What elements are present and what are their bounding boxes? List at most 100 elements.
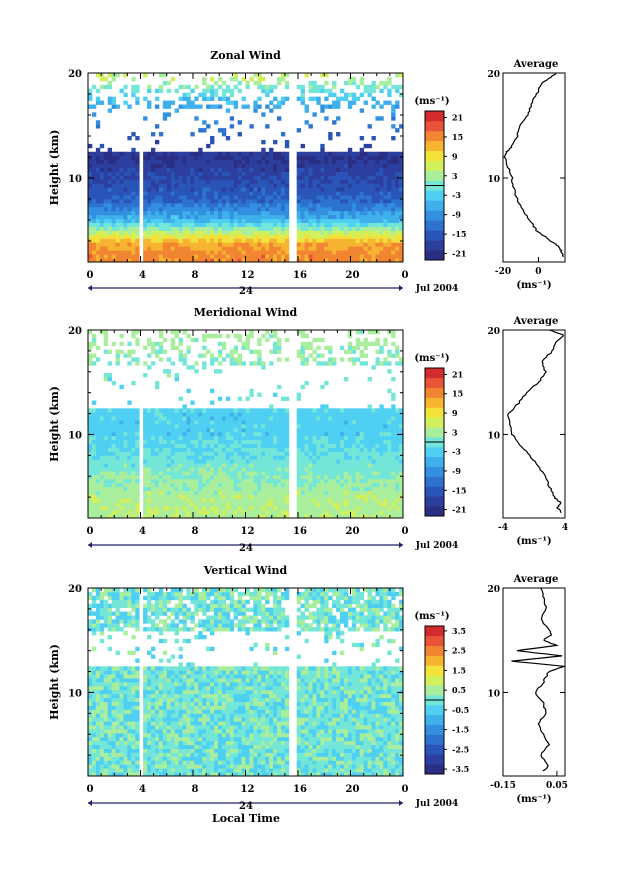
heatmap-cell (277, 357, 282, 362)
heatmap-cell (300, 443, 305, 448)
heatmap-cell (296, 163, 302, 168)
heatmap-cell (143, 238, 148, 243)
heatmap-cell (154, 486, 160, 491)
heatmap-cell (280, 408, 286, 413)
heatmap-cell (170, 431, 176, 437)
heatmap-cell (253, 206, 258, 212)
heatmap-cell (210, 199, 215, 204)
heatmap-cell (280, 459, 286, 464)
heatmap-cell (217, 431, 223, 437)
heatmap-cell (182, 191, 187, 196)
heatmap-cell (91, 222, 97, 227)
heatmap-cell (371, 474, 376, 480)
heatmap-cell (202, 510, 207, 515)
heatmap-cell (119, 451, 124, 456)
heatmap-cell (300, 96, 305, 101)
heatmap-cell (119, 155, 124, 161)
heatmap-cell (99, 210, 105, 216)
heatmap-cell (273, 155, 278, 161)
heatmap-cell (217, 226, 223, 231)
heatmap-cell (245, 424, 250, 429)
heatmap-cell (284, 222, 290, 227)
heatmap-cell (363, 482, 368, 488)
heatmap-cell (351, 230, 357, 235)
heatmap-cell (351, 494, 357, 499)
heatmap-cell (88, 230, 93, 235)
heatmap-cell (308, 171, 313, 176)
heatmap-cell (119, 408, 124, 413)
heatmap-cell (182, 467, 187, 472)
heatmap-cell (383, 447, 388, 452)
heatmap-cell (206, 175, 211, 180)
heatmap-cell (190, 151, 195, 157)
heatmap-cell (198, 210, 203, 216)
heatmap-cell (182, 187, 187, 192)
heatmap-cell (280, 199, 286, 204)
heatmap-cell (135, 84, 140, 90)
heatmap-cell (363, 510, 368, 515)
heatmap-cell (206, 199, 211, 204)
heatmap-cell (237, 427, 242, 433)
heatmap-cell (221, 171, 227, 176)
heatmap-cell (265, 226, 270, 231)
heatmap-cell (383, 490, 388, 495)
heatmap-cell (383, 486, 388, 491)
heatmap-cell (359, 459, 365, 464)
heatmap-cell (198, 494, 203, 499)
heatmap-cell (379, 459, 384, 464)
heatmap-cell (336, 447, 341, 452)
heatmap-cell (316, 191, 321, 196)
heatmap-cell (359, 163, 365, 168)
heatmap-cell (111, 195, 116, 200)
heatmap-cell (182, 420, 187, 425)
heatmap-cell (328, 202, 333, 208)
heatmap-cell (221, 341, 227, 347)
heatmap-cell (284, 471, 290, 476)
heatmap-cell (277, 151, 282, 157)
heatmap-cell (127, 494, 132, 499)
heatmap-cell (170, 218, 176, 224)
heatmap-cell (265, 467, 270, 472)
heatmap-cell (131, 250, 136, 255)
heatmap-cell (166, 369, 172, 374)
heatmap-cell (296, 490, 302, 495)
heatmap-cell (277, 424, 282, 429)
heatmap-cell (123, 482, 128, 488)
heatmap-cell (387, 76, 392, 82)
heatmap-cell (135, 167, 140, 172)
heatmap-cell (284, 96, 290, 101)
heatmap-cell (324, 254, 329, 259)
heatmap-cell (355, 206, 361, 212)
heatmap-cell (178, 349, 183, 354)
heatmap-cell (308, 199, 313, 204)
heatmap-cell (296, 459, 302, 464)
heatmap-cell (351, 171, 357, 176)
heatmap-cell (95, 242, 101, 247)
heatmap-cell (166, 167, 172, 172)
heatmap-cell (206, 246, 211, 251)
heatmap-cell (135, 494, 140, 499)
heatmap-cell (225, 502, 231, 507)
heatmap-cell (166, 463, 172, 468)
heatmap-cell (202, 498, 207, 503)
heatmap-cell (194, 420, 199, 425)
heatmap-cell (265, 424, 270, 429)
heatmap-cell (107, 250, 113, 255)
heatmap-cell (174, 490, 179, 495)
heatmap-cell (363, 435, 368, 441)
heatmap-cell (336, 412, 341, 417)
heatmap-cell (296, 447, 302, 452)
heatmap-cell (367, 412, 372, 417)
heatmap-cell (151, 183, 156, 188)
heatmap-cell (147, 210, 152, 216)
heatmap-cell (158, 246, 164, 251)
heatmap-cell (308, 96, 313, 101)
heatmap-cell (135, 431, 140, 437)
heatmap-cell (328, 498, 333, 503)
heatmap-cell (375, 412, 380, 417)
heatmap-cell (115, 214, 120, 220)
heatmap-cell (190, 427, 195, 433)
heatmap-cell (103, 412, 109, 417)
heatmap-cell (312, 471, 317, 476)
heatmap-cell (111, 498, 116, 503)
